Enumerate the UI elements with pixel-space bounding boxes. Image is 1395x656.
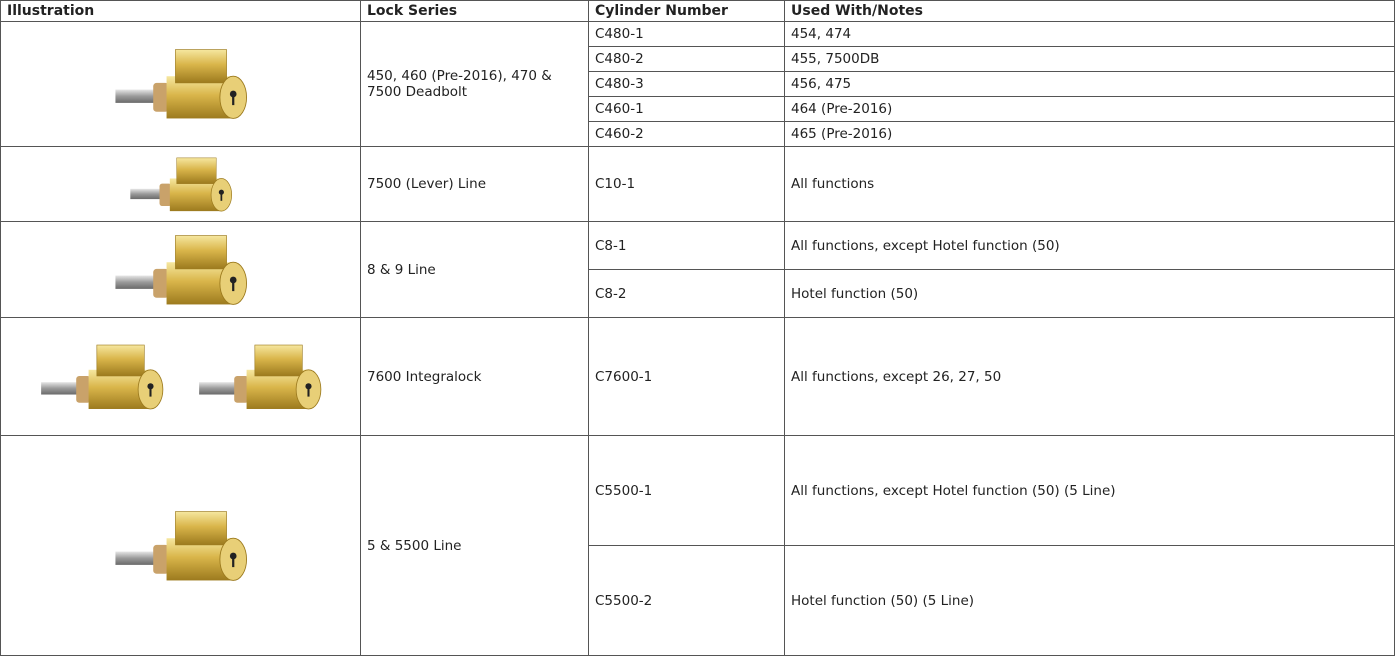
- notes: 465 (Pre-2016): [784, 121, 1395, 147]
- table-row: 7600 Integralock C7600-1 All functions, ex…: [0, 317, 1395, 436]
- lock-cylinder-image: [114, 49, 247, 119]
- table-row: 7500 (Lever) Line C10-1 All functions: [0, 146, 1395, 222]
- lock-cylinder-image: [40, 343, 163, 410]
- table-body: 450, 460 (Pre-2016), 470 & 7500 Deadbolt…: [0, 21, 1395, 656]
- notes: Hotel function (50) (5 Line): [784, 545, 1395, 656]
- illustration-cell: [0, 435, 361, 656]
- lock-cylinder-image: [114, 510, 247, 581]
- notes: 456, 475: [784, 71, 1395, 97]
- lock-cylinder-image: [114, 234, 247, 305]
- cylinder-number: C5500-1: [588, 435, 785, 546]
- cylinder-number: C460-2: [588, 121, 785, 147]
- table-row: 5 & 5500 Line C5500-1 All functions, excep…: [0, 435, 1395, 656]
- table-row: 450, 460 (Pre-2016), 470 & 7500 Deadbolt…: [0, 21, 1395, 147]
- notes: All functions, except Hotel function (50…: [784, 221, 1395, 270]
- lock-cylinder-image: [198, 343, 321, 410]
- column-header: Illustration: [0, 0, 361, 22]
- cylinder-number: C5500-2: [588, 545, 785, 656]
- header-row: Illustration Lock Series Cylinder Number Us…: [0, 0, 1395, 22]
- cylinder-number: C7600-1: [588, 317, 785, 436]
- lock-series: 8 & 9 Line: [360, 221, 589, 318]
- lock-series: 5 & 5500 Line: [360, 435, 589, 656]
- cylinder-number: C460-1: [588, 96, 785, 122]
- table-row: C8-2 Hotel function (50): [1, 269, 1395, 318]
- table-row: C460-2 465 (Pre-2016): [1, 121, 1395, 147]
- lock-series: 7600 Integralock: [360, 317, 589, 436]
- column-header: Used With/Notes: [784, 0, 1395, 22]
- column-header: Cylinder Number: [588, 0, 785, 22]
- cylinder-number: C480-2: [588, 46, 785, 72]
- notes: All functions, except Hotel function (50…: [784, 435, 1395, 546]
- lock-series: 7500 (Lever) Line: [360, 146, 589, 222]
- cylinder-number: C480-1: [588, 21, 785, 47]
- illustration-cell: [0, 146, 361, 222]
- notes: Hotel function (50): [784, 269, 1395, 318]
- notes: All functions: [784, 146, 1395, 222]
- lock-series: 450, 460 (Pre-2016), 470 & 7500 Deadbolt: [360, 21, 589, 147]
- table-row: 8 & 9 Line C8-1 All functions, except Hote…: [0, 221, 1395, 318]
- table-row: C460-1 464 (Pre-2016): [1, 96, 1395, 122]
- cylinder-number: C480-3: [588, 71, 785, 97]
- notes: 454, 474: [784, 21, 1395, 47]
- lock-cylinder-image: [129, 156, 232, 212]
- cylinder-number: C8-1: [588, 221, 785, 270]
- notes: 455, 7500DB: [784, 46, 1395, 72]
- illustration-cell: [0, 21, 361, 147]
- table-row: C480-2 455, 7500DB: [1, 46, 1395, 72]
- illustration-cell: [0, 221, 361, 318]
- table-row: C480-3 456, 475: [1, 71, 1395, 97]
- notes: All functions, except 26, 27, 50: [784, 317, 1395, 436]
- cylinder-number: C8-2: [588, 269, 785, 318]
- column-header: Lock Series: [360, 0, 589, 22]
- notes: 464 (Pre-2016): [784, 96, 1395, 122]
- table-row: C5500-2 Hotel function (50) (5 Line): [1, 545, 1395, 656]
- illustration-cell: [0, 317, 361, 436]
- cylinder-number: C10-1: [588, 146, 785, 222]
